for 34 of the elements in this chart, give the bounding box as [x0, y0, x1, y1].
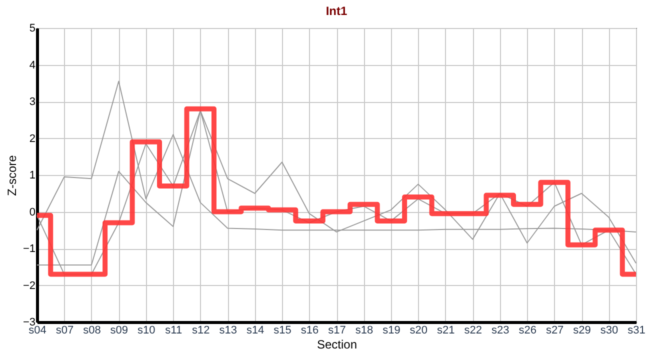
- y-axis-title: Z-score: [4, 154, 19, 196]
- x-tick-label: s12: [192, 324, 210, 336]
- y-tick-label: −1: [22, 243, 36, 255]
- x-tick-label: s09: [110, 324, 128, 336]
- x-tick-label: s10: [138, 324, 156, 336]
- y-tick-label: 5: [29, 22, 36, 34]
- x-axis-title: Section: [316, 338, 358, 352]
- x-tick-label: s16: [300, 324, 319, 336]
- x-tick-label: s18: [355, 324, 374, 336]
- y-tick-label: 3: [29, 96, 36, 108]
- y-tick-label: 2: [29, 132, 36, 145]
- x-tick-label: s19: [382, 324, 400, 336]
- x-tick-label: s20: [410, 324, 428, 336]
- x-tick-label: s07: [56, 324, 74, 336]
- y-tick-label: −2: [22, 280, 36, 292]
- x-tick-label: s23: [491, 324, 510, 336]
- x-tick-label: s08: [83, 324, 101, 336]
- x-tick-label: s22: [464, 324, 482, 336]
- x-tick-label: s11: [165, 324, 182, 336]
- chart-title: Int1: [326, 4, 348, 18]
- x-tick-label: s21: [437, 324, 455, 336]
- x-tick-label: s29: [573, 324, 591, 336]
- x-tick-label: s30: [600, 324, 618, 336]
- x-tick-label: s31: [628, 324, 646, 336]
- x-tick-label: s04: [28, 324, 46, 336]
- x-tick-label: s15: [274, 324, 292, 336]
- x-tick-label: s13: [219, 324, 237, 336]
- x-tick-label: s27: [546, 324, 564, 336]
- x-tick-label: s26: [518, 324, 536, 336]
- y-tick-label: 1: [29, 170, 36, 182]
- y-tick-label: 0: [29, 206, 36, 218]
- x-tick-label: s17: [328, 324, 346, 336]
- x-tick-label: s14: [246, 324, 264, 336]
- y-tick-label: 4: [29, 59, 36, 72]
